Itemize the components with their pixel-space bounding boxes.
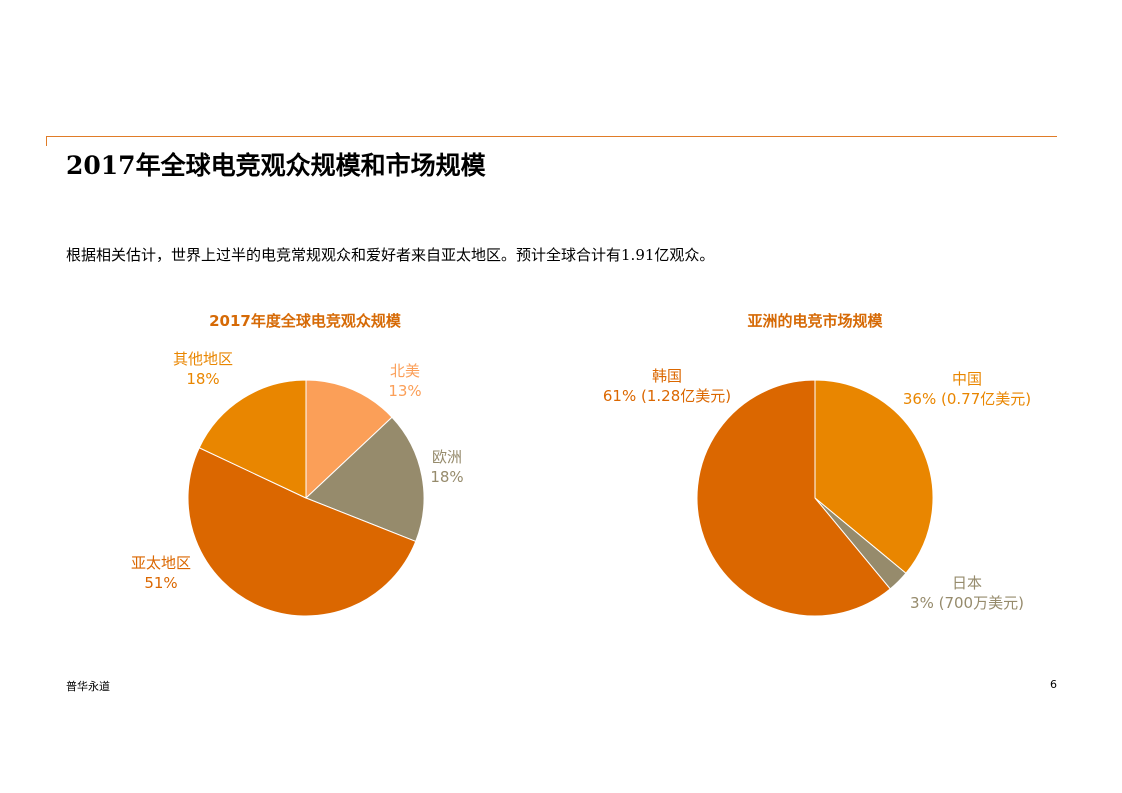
intro-text: 根据相关估计，世界上过半的电竞常规观众和爱好者来自亚太地区。预计全球合计有1.9… xyxy=(66,246,715,264)
slice-label-2-0: 中国 xyxy=(952,370,982,388)
pie-slice-1-1 xyxy=(305,416,425,543)
pie-slice-2-0 xyxy=(814,379,934,574)
slice-label-2-1: 日本 xyxy=(952,574,982,592)
top-rule-tick xyxy=(46,136,47,146)
page-title: 2017年全球电竞观众规模和市场规模 xyxy=(66,151,486,180)
pie-slice-1-2 xyxy=(187,447,417,617)
footer-brand: 普华永道 xyxy=(66,680,110,693)
pie-slice-2-2 xyxy=(696,379,891,617)
slice-label-1-2: 亚太地区 xyxy=(131,554,191,572)
slice-value-1-1: 18% xyxy=(430,468,463,486)
pie-slice-1-3 xyxy=(198,379,307,499)
top-rule xyxy=(46,136,1057,137)
chart-title-asia-market: 亚洲的电竞市场规模 xyxy=(747,312,883,330)
slice-value-2-0: 36% (0.77亿美元) xyxy=(903,390,1031,408)
slice-label-1-0: 北美 xyxy=(390,362,420,380)
slice-value-2-2: 61% (1.28亿美元) xyxy=(603,387,731,405)
page-number: 6 xyxy=(1050,678,1057,691)
slice-label-1-3: 其他地区 xyxy=(173,350,233,368)
slice-value-2-1: 3% (700万美元) xyxy=(910,594,1024,612)
slice-value-1-2: 51% xyxy=(144,574,177,592)
chart-title-audience: 2017年度全球电竞观众规模 xyxy=(209,312,401,330)
slice-label-2-2: 韩国 xyxy=(652,367,682,385)
slice-value-1-3: 18% xyxy=(186,370,219,388)
pie-slice-1-0 xyxy=(305,379,393,500)
slice-label-1-1: 欧洲 xyxy=(432,448,462,466)
slice-value-1-0: 13% xyxy=(388,382,421,400)
